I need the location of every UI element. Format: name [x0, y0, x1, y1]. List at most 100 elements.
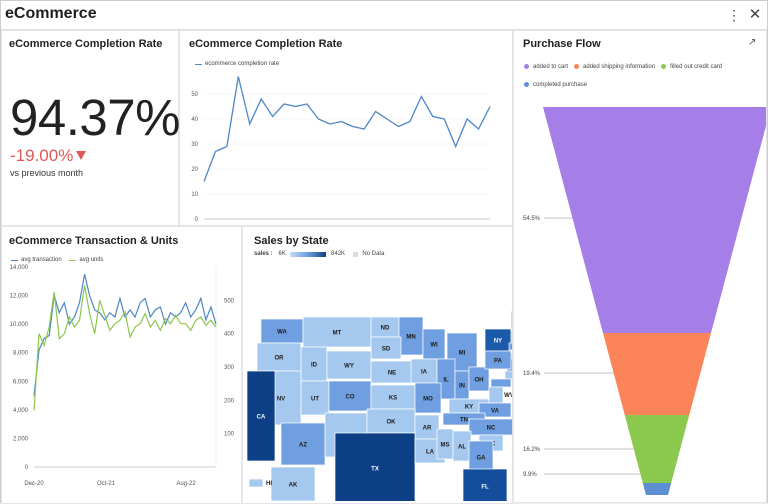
purchase-flow-funnel: 54.5% 19.4% 16.2% 9.9%	[523, 107, 766, 495]
y-tick-label: 10	[191, 192, 198, 198]
state-nh	[510, 330, 512, 344]
state-label-ga: GA	[477, 456, 487, 462]
legend-dot	[574, 63, 580, 69]
us-sales-map: WAMTNDMNORIDSDWIMINYVTMENHMARICTNJDEMDWY…	[246, 310, 512, 501]
kpi-subtext: vs previous month	[10, 168, 84, 178]
completion-rate-line-chart: 01020304050Dec-20Mar-21Jun-21Sep-21Dec-2…	[191, 76, 491, 223]
map-title: Sales by State	[254, 235, 329, 247]
expand-icon[interactable]: ↗	[748, 37, 757, 48]
state-label-tx: TX	[371, 467, 379, 473]
state-tx	[334, 432, 416, 501]
state-label-mi: MI	[459, 351, 466, 357]
x-tick-label: Aug-22	[176, 481, 196, 487]
state-co	[328, 380, 372, 412]
legend-min: 6K	[278, 251, 286, 257]
y-tick-label: 0	[195, 217, 199, 223]
state-mt	[302, 316, 372, 348]
funnel-legend-item: added shipping information	[574, 63, 655, 70]
state-label-nv: NV	[277, 397, 285, 403]
y-right-tick-label: 100	[224, 432, 235, 438]
state-label-hi: HI	[266, 481, 272, 487]
y-tick-label: 20	[191, 167, 198, 173]
state-pa	[484, 350, 512, 370]
legend-label: avg units	[79, 257, 104, 263]
state-label-mt: MT	[333, 331, 342, 337]
completion-rate-chart-panel[interactable]: eCommerce Completion Rate ecommerce comp…	[179, 30, 513, 226]
state-label-tn: TN	[460, 418, 468, 424]
state-label-ar: AR	[423, 426, 432, 432]
y-tick-label: 30	[191, 142, 198, 148]
state-sd	[370, 336, 402, 360]
transaction-chart-legend: avg transaction avg units	[11, 257, 103, 264]
state-label-az: AZ	[299, 443, 307, 449]
state-label-wi: WI	[430, 343, 438, 349]
state-wy	[326, 350, 372, 380]
legend-label: added to cart	[533, 64, 569, 70]
state-wv	[488, 386, 504, 404]
state-label-ne: NE	[388, 371, 396, 377]
funnel-stage-label: 19.4%	[523, 371, 541, 377]
kpi-delta-value: -19.00%	[10, 146, 74, 165]
y-left-tick-label: 8,000	[13, 351, 29, 357]
more-options-icon[interactable]: ⋮	[727, 7, 741, 23]
state-de	[504, 370, 512, 380]
state-label-ok: OK	[387, 420, 397, 426]
state-ma	[508, 342, 512, 351]
state-label-ut: UT	[311, 397, 319, 403]
line-chart-legend: ecommerce completion rate	[195, 61, 279, 68]
legend-dot	[524, 63, 529, 69]
state-label-il: IL	[443, 378, 449, 384]
state-label-wy: WY	[344, 364, 354, 370]
state-vt	[510, 310, 512, 330]
state-md	[490, 378, 512, 388]
funnel-legend: added to cart added shipping information f…	[524, 55, 762, 91]
funnel-stage	[543, 107, 766, 333]
y-right-tick-label: 200	[224, 398, 235, 404]
line-chart-title: eCommerce Completion Rate	[189, 38, 343, 50]
kpi-panel[interactable]: eCommerce Completion Rate 94.37% -19.00%…	[1, 30, 180, 226]
state-mn	[398, 316, 424, 356]
series-line-avg-transaction	[33, 274, 217, 396]
y-left-tick-label: 0	[25, 465, 29, 471]
y-right-tick-label: 500	[224, 298, 235, 304]
y-right-tick-label: 400	[224, 332, 235, 338]
state-wa	[260, 318, 304, 344]
funnel-stage	[602, 333, 712, 415]
y-left-tick-label: 10,000	[10, 322, 29, 328]
sales-by-state-panel[interactable]: Sales by State sales : 6K 842K No Data W…	[242, 226, 513, 504]
state-label-ia: IA	[421, 370, 428, 376]
funnel-legend-item: completed purchase	[524, 81, 587, 88]
funnel-legend-item: filled out credit card	[661, 63, 723, 70]
close-icon[interactable]: ✕	[748, 6, 762, 23]
kpi-value: 94.37%	[10, 89, 180, 146]
state-label-oh: OH	[475, 378, 484, 384]
state-label-or: OR	[275, 356, 285, 362]
state-label-sd: SD	[382, 347, 391, 353]
state-ga	[468, 440, 494, 474]
legend-nodata: No Data	[362, 251, 385, 257]
y-right-tick-label: 300	[224, 365, 235, 371]
transaction-units-chart-panel[interactable]: eCommerce Transaction & Units avg transa…	[1, 226, 242, 504]
funnel-stage	[624, 415, 690, 483]
state-fl	[462, 468, 508, 501]
state-label-wv: WV	[504, 393, 512, 399]
state-ca	[246, 370, 276, 462]
purchase-flow-panel[interactable]: Purchase Flow ↗ added to cart added shipp…	[513, 30, 767, 503]
legend-gradient	[290, 251, 327, 257]
legend-dot	[524, 81, 529, 87]
funnel-title: Purchase Flow	[523, 38, 601, 50]
dashboard-header: eCommerce ⋮ ✕	[1, 1, 767, 30]
legend-swatch	[195, 63, 202, 65]
state-oh	[468, 366, 490, 392]
map-legend: sales : 6K 842K No Data	[254, 251, 384, 258]
legend-label: filled out credit card	[670, 64, 723, 70]
state-label-co: CO	[346, 395, 355, 401]
legend-dot	[661, 63, 667, 69]
state-label-in: IN	[459, 384, 465, 390]
dashboard-title: eCommerce	[5, 5, 97, 22]
state-label-ak: AK	[289, 483, 298, 489]
state-label-mo: MO	[423, 397, 433, 403]
funnel-stage-label: 16.2%	[523, 447, 541, 453]
legend-swatch	[69, 259, 77, 261]
